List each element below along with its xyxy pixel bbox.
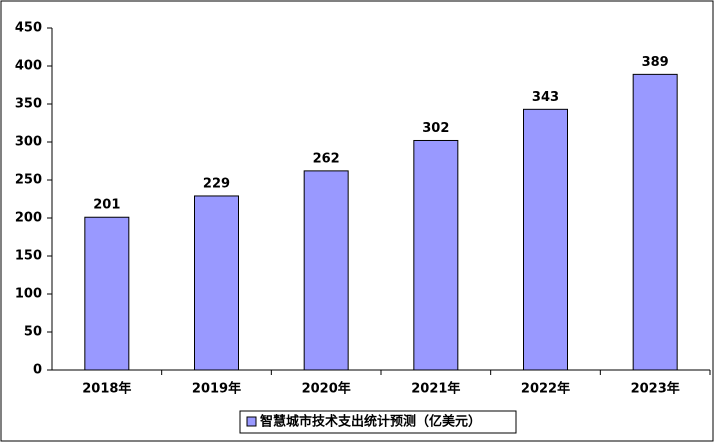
y-tick-label: 400: [15, 59, 42, 74]
y-tick-label: 0: [33, 363, 42, 378]
y-tick-label: 200: [15, 211, 42, 226]
data-label: 302: [422, 121, 449, 136]
x-tick-label: 2019年: [192, 381, 241, 397]
y-tick-label: 250: [15, 173, 42, 188]
x-tick-label: 2021年: [411, 381, 460, 397]
x-tick-label: 2018年: [82, 381, 131, 397]
bar: [413, 139, 459, 371]
data-label: 201: [93, 198, 120, 213]
bar: [303, 170, 349, 371]
data-label: 389: [642, 55, 669, 70]
legend-box: [239, 410, 517, 434]
bar: [84, 216, 130, 371]
data-label: 343: [532, 90, 559, 105]
x-tick-label: 2020年: [302, 381, 351, 397]
x-tick-label: 2022年: [521, 381, 570, 397]
bar: [523, 108, 568, 371]
y-tick-label: 300: [15, 135, 42, 150]
y-tick-label: 50: [24, 325, 42, 340]
bar: [632, 73, 678, 371]
legend-swatch: [246, 416, 257, 427]
y-tick-label: 100: [15, 287, 42, 302]
y-tick-label: 450: [15, 21, 42, 36]
y-tick-label: 150: [15, 249, 42, 264]
legend-label: 智慧城市技术支出统计预测（亿美元）: [260, 414, 481, 430]
bar: [194, 195, 239, 371]
y-tick-label: 350: [15, 97, 42, 112]
data-label: 229: [203, 176, 230, 191]
x-tick-label: 2023年: [631, 381, 680, 397]
data-label: 262: [313, 151, 340, 166]
